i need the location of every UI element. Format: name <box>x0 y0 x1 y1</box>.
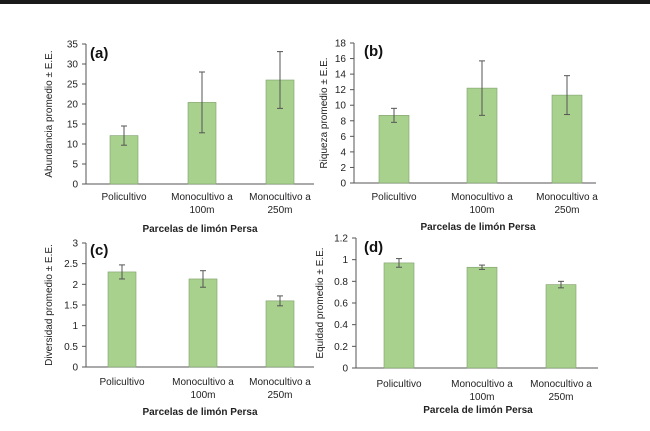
panel-2-ytick-label: 14 <box>335 70 347 81</box>
panel-3-xlabel: Parcelas de limón Persa <box>142 407 258 418</box>
panel-4-xlabel: Parcela de limón Persa <box>423 405 533 416</box>
panel-2-category-label: 250m <box>554 205 579 216</box>
panel-1-category-label: Monocultivo a <box>249 192 311 203</box>
panel-3-ytick-label: 3 <box>72 239 78 250</box>
panel-4-tag: (d) <box>364 239 383 256</box>
panel-4-category-label: Policultivo <box>376 379 421 390</box>
panel-3-bar <box>188 278 218 368</box>
panel-2-ylabel: Riqueza promedio ± E.E. <box>319 57 330 168</box>
panel-3-tag: (c) <box>90 242 108 259</box>
panel-1-ytick-label: 15 <box>67 120 79 131</box>
panel-4-category-label: 100m <box>469 392 494 403</box>
panel-3-ytick-label: 2.5 <box>64 259 78 270</box>
panel-4-ytick-label: 0.2 <box>334 342 348 353</box>
panel-4-ytick-label: 1.2 <box>334 234 348 245</box>
panel-2-bar <box>378 115 410 184</box>
panel-3-ytick-label: 0.5 <box>64 342 78 353</box>
panel-2-ytick-label: 18 <box>335 39 347 50</box>
panel-1-ytick-label: 30 <box>67 60 79 71</box>
panel-2-tag: (b) <box>364 43 383 60</box>
panel-2-ytick-label: 8 <box>340 116 346 127</box>
panel-3-category-label: Monocultivo a <box>249 377 311 388</box>
panel-2-ytick-label: 10 <box>335 101 347 112</box>
panel-2-ytick-label: 12 <box>335 85 347 96</box>
panel-1-ytick-label: 10 <box>67 140 79 151</box>
panel-4-bar <box>383 262 415 369</box>
panel-2-ytick-label: 6 <box>340 132 346 143</box>
panel-3-ytick-label: 1.5 <box>64 301 78 312</box>
panel-1-category-label: 100m <box>189 205 214 216</box>
panel-4-ytick-label: 0.4 <box>334 320 348 331</box>
panel-3-category-label: Policultivo <box>99 377 144 388</box>
panel-1-ylabel: Abundancia promedio ± E.E. <box>44 50 55 177</box>
panel-4-category-label: Monocultivo a <box>451 379 513 390</box>
panel-4-ytick-label: 0.6 <box>334 299 348 310</box>
panel-3-bar <box>265 300 295 368</box>
panel-3-category-label: Monocultivo a <box>172 377 234 388</box>
panel-2-category-label: 100m <box>469 205 494 216</box>
panel-1-category-label: Monocultivo a <box>171 192 233 203</box>
panel-4-category-label: 250m <box>548 392 573 403</box>
panel-2-category-label: Monocultivo a <box>536 192 598 203</box>
panel-1-ytick-label: 35 <box>67 40 79 51</box>
panel-1-ytick-label: 0 <box>72 180 78 191</box>
panel-1-category-label: 250m <box>267 205 292 216</box>
panel-3-category-label: 250m <box>267 390 292 401</box>
panel-2-ytick-label: 16 <box>335 54 347 65</box>
panel-3-category-label: 100m <box>190 390 215 401</box>
panel-3-ytick-label: 2 <box>72 280 78 291</box>
panel-1-ytick-label: 5 <box>72 160 78 171</box>
panel-4-bar <box>545 284 577 369</box>
panel-2-xlabel: Parcelas de limón Persa <box>420 222 536 233</box>
panel-2-category-label: Monocultivo a <box>451 192 513 203</box>
panel-3-ylabel: Diversidad promedio ± E.E. <box>44 244 55 366</box>
panel-2-ytick-label: 4 <box>340 147 346 158</box>
top-rule <box>0 0 650 4</box>
panel-3-bar <box>107 271 137 368</box>
panel-1-ytick-label: 20 <box>67 100 79 111</box>
panel-4-ylabel: Equidad promedio ± E.E. <box>315 247 326 358</box>
panel-2-ytick-label: 2 <box>340 163 346 174</box>
panel-4-bar <box>466 266 498 369</box>
panel-1-category-label: Policultivo <box>101 192 146 203</box>
panel-3-ytick-label: 1 <box>72 321 78 332</box>
panel-4-ytick-label: 1 <box>342 255 348 266</box>
panel-4-category-label: Monocultivo a <box>530 379 592 390</box>
panel-1-xlabel: Parcelas de limón Persa <box>142 224 258 235</box>
panel-2-ytick-label: 0 <box>340 179 346 190</box>
panel-1-tag: (a) <box>90 45 108 62</box>
panel-3-ytick-label: 0 <box>72 363 78 374</box>
panel-4-ytick-label: 0 <box>342 364 348 375</box>
panel-1-ytick-label: 25 <box>67 80 79 91</box>
panel-4-ytick-label: 0.8 <box>334 277 348 288</box>
panel-2-category-label: Policultivo <box>371 192 416 203</box>
